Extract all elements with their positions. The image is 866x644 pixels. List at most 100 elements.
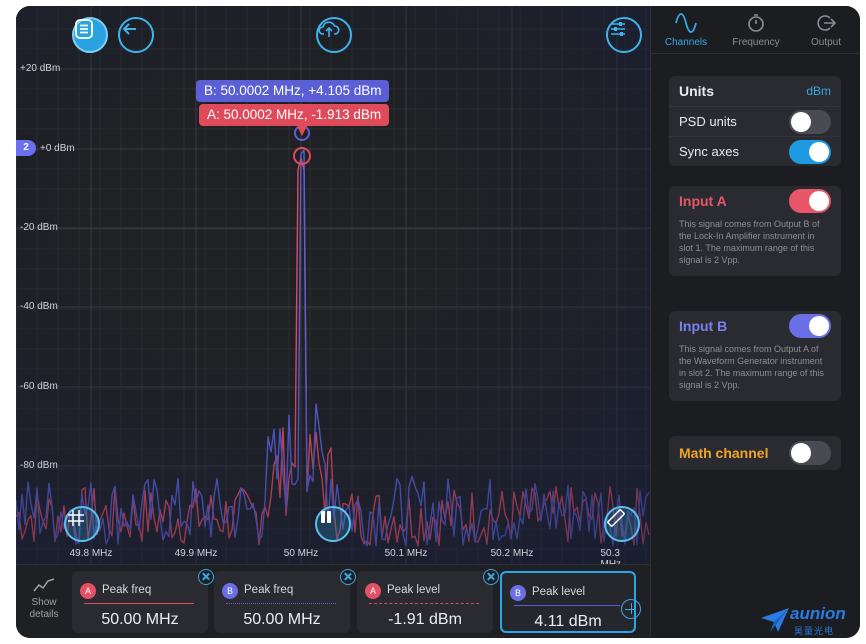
- measurement-card[interactable]: B Peak freq 50.00 MHz: [214, 569, 356, 633]
- settings-panel: Channels Frequency Output: [650, 6, 860, 638]
- sliders-icon: [611, 22, 625, 36]
- channel-badge: A: [365, 583, 381, 599]
- x-axis-label: 50 MHz: [283, 548, 319, 559]
- spectrum-trace: [16, 157, 650, 547]
- input-a-row: Input A: [669, 186, 841, 216]
- trace-style-line: [369, 603, 479, 604]
- stopwatch-icon: [748, 14, 764, 32]
- marker-a-readout[interactable]: A: 50.0002 MHz, -1.913 dBm: [199, 104, 390, 126]
- panel-tabs: Channels Frequency Output: [651, 6, 860, 54]
- tab-output[interactable]: Output: [791, 6, 860, 53]
- trace-style-line: [514, 605, 620, 606]
- marker-b-readout[interactable]: B: 50.0002 MHz, +4.105 dBm: [196, 80, 390, 102]
- input-b-row: Input B: [669, 311, 841, 341]
- tab-channels[interactable]: Channels: [651, 6, 721, 53]
- reference-marker[interactable]: 2: [16, 140, 36, 156]
- channel-badge: A: [80, 583, 96, 599]
- measurement-value: 50.00 MHz: [243, 611, 321, 628]
- y-axis-label: -20 dBm: [20, 222, 58, 233]
- tab-label: Frequency: [732, 37, 780, 48]
- tab-frequency[interactable]: Frequency: [721, 6, 791, 53]
- trace-style-line: [84, 603, 194, 604]
- measurement-label: Peak freq: [102, 584, 152, 596]
- y-axis-label: +0 dBm: [40, 143, 75, 154]
- measurements-bar: Show details A Peak freq 50.00 MHz B Pea…: [16, 564, 650, 638]
- menu-button[interactable]: [72, 17, 108, 53]
- spectrum-plot[interactable]: +20 dBm +0 dBm -20 dBm -40 dBm -60 dBm -…: [16, 6, 650, 564]
- measurement-value: 4.11 dBm: [534, 613, 602, 630]
- psd-units-label: PSD units: [679, 114, 737, 129]
- input-a-label: Input A: [679, 193, 727, 209]
- output-arrow-icon: [817, 15, 836, 31]
- tab-label: Output: [810, 37, 842, 48]
- show-details-label: Show: [31, 597, 57, 608]
- units-label: Units: [679, 83, 714, 99]
- back-button[interactable]: [118, 17, 154, 53]
- close-icon[interactable]: [483, 569, 499, 585]
- measure-button[interactable]: [604, 506, 640, 542]
- tab-label: Channels: [664, 37, 708, 48]
- back-arrow-icon: [122, 23, 136, 35]
- measurement-label: Peak level: [532, 586, 586, 598]
- psd-units-toggle[interactable]: [789, 109, 831, 134]
- y-axis-label: -40 dBm: [20, 301, 58, 312]
- ruler-icon: [607, 509, 625, 527]
- watermark-brand: aunion: [790, 604, 846, 623]
- measurement-label: Peak freq: [244, 584, 294, 596]
- menu-icon: [75, 19, 93, 39]
- pause-icon: [321, 511, 331, 523]
- channel-badge: B: [510, 585, 526, 601]
- show-details-label: details: [29, 609, 59, 620]
- input-b-card: Input B This signal comes from Output A …: [669, 311, 841, 401]
- sync-axes-label: Sync axes: [679, 144, 739, 159]
- sine-wave-icon: [675, 13, 697, 33]
- input-a-toggle[interactable]: [789, 189, 831, 213]
- cloud-upload-icon: [318, 21, 340, 37]
- watermark-subtitle: 昊量光电: [794, 626, 835, 636]
- grid-icon: [68, 510, 84, 526]
- upload-button[interactable]: [316, 17, 352, 53]
- pause-button[interactable]: [315, 506, 351, 542]
- sync-axes-row: Sync axes: [669, 136, 841, 166]
- x-axis-label: 49.9 MHz: [174, 548, 218, 559]
- measurement-value: -1.91 dBm: [388, 611, 462, 628]
- y-axis-label: -80 dBm: [20, 460, 58, 471]
- x-axis-label: 50.1 MHz: [384, 548, 428, 559]
- watermark-logo: aunion 昊量光电: [760, 604, 860, 638]
- math-channel-card: Math channel: [669, 436, 841, 470]
- units-card: Units dBm PSD units Sync axes: [669, 76, 841, 166]
- input-a-card: Input A This signal comes from Output B …: [669, 186, 841, 276]
- units-value[interactable]: dBm: [806, 84, 831, 98]
- input-a-description: This signal comes from Output B of the L…: [679, 219, 820, 265]
- math-channel-label: Math channel: [679, 445, 769, 461]
- measurement-card[interactable]: A Peak freq 50.00 MHz: [72, 569, 214, 633]
- psd-units-row: PSD units: [669, 106, 841, 136]
- trace-style-line: [226, 603, 336, 604]
- y-axis-label: -60 dBm: [20, 381, 58, 392]
- sync-axes-toggle[interactable]: [789, 139, 831, 164]
- settings-toggle-button[interactable]: [606, 17, 642, 53]
- input-b-toggle[interactable]: [789, 314, 831, 338]
- measurement-card[interactable]: A Peak level -1.91 dBm: [357, 569, 499, 633]
- chart-trend-icon: [33, 578, 55, 592]
- y-axis-label: +20 dBm: [20, 63, 61, 74]
- close-icon[interactable]: [340, 569, 356, 585]
- measurement-label: Peak level: [387, 584, 441, 596]
- input-b-description: This signal comes from Output A of the W…: [679, 344, 824, 390]
- close-icon[interactable]: [198, 569, 214, 585]
- show-details-button[interactable]: Show details: [24, 577, 64, 621]
- x-axis-label: 50.2 MHz: [490, 548, 534, 559]
- add-measurement-button[interactable]: [621, 599, 641, 619]
- units-row[interactable]: Units dBm: [669, 76, 841, 106]
- measurement-value: 50.00 MHz: [101, 611, 179, 628]
- input-b-label: Input B: [679, 318, 728, 334]
- paper-plane-icon: [761, 608, 789, 632]
- app-window: +20 dBm +0 dBm -20 dBm -40 dBm -60 dBm -…: [16, 6, 860, 638]
- channel-badge: B: [222, 583, 238, 599]
- measurement-card-selected[interactable]: B Peak level 4.11 dBm: [500, 571, 636, 633]
- x-axis-label: 49.8 MHz: [69, 548, 113, 559]
- x-axis-label: 50.3 MHz: [600, 548, 622, 564]
- math-channel-toggle[interactable]: [789, 441, 831, 465]
- grid-button[interactable]: [64, 506, 100, 542]
- math-channel-row: Math channel: [669, 436, 841, 470]
